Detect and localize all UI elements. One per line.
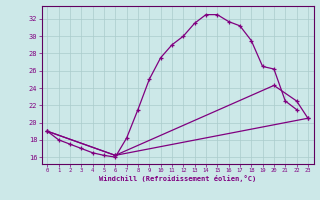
X-axis label: Windchill (Refroidissement éolien,°C): Windchill (Refroidissement éolien,°C) xyxy=(99,175,256,182)
